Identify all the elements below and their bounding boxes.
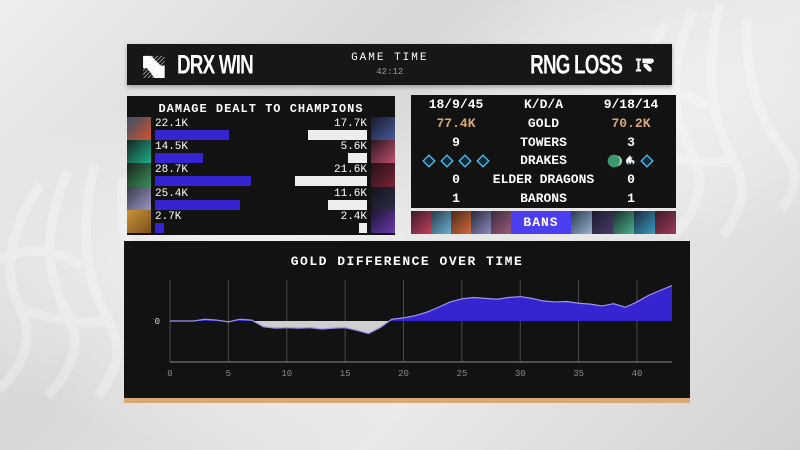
svg-text:5: 5 [226, 369, 231, 379]
svg-text:30: 30 [515, 369, 526, 379]
svg-text:20: 20 [398, 369, 409, 379]
svg-text:40: 40 [632, 369, 643, 379]
svg-text:15: 15 [340, 369, 351, 379]
svg-text:10: 10 [281, 369, 292, 379]
svg-text:25: 25 [456, 369, 467, 379]
svg-text:35: 35 [573, 369, 584, 379]
svg-text:0: 0 [167, 369, 172, 379]
svg-text:0: 0 [155, 317, 160, 327]
